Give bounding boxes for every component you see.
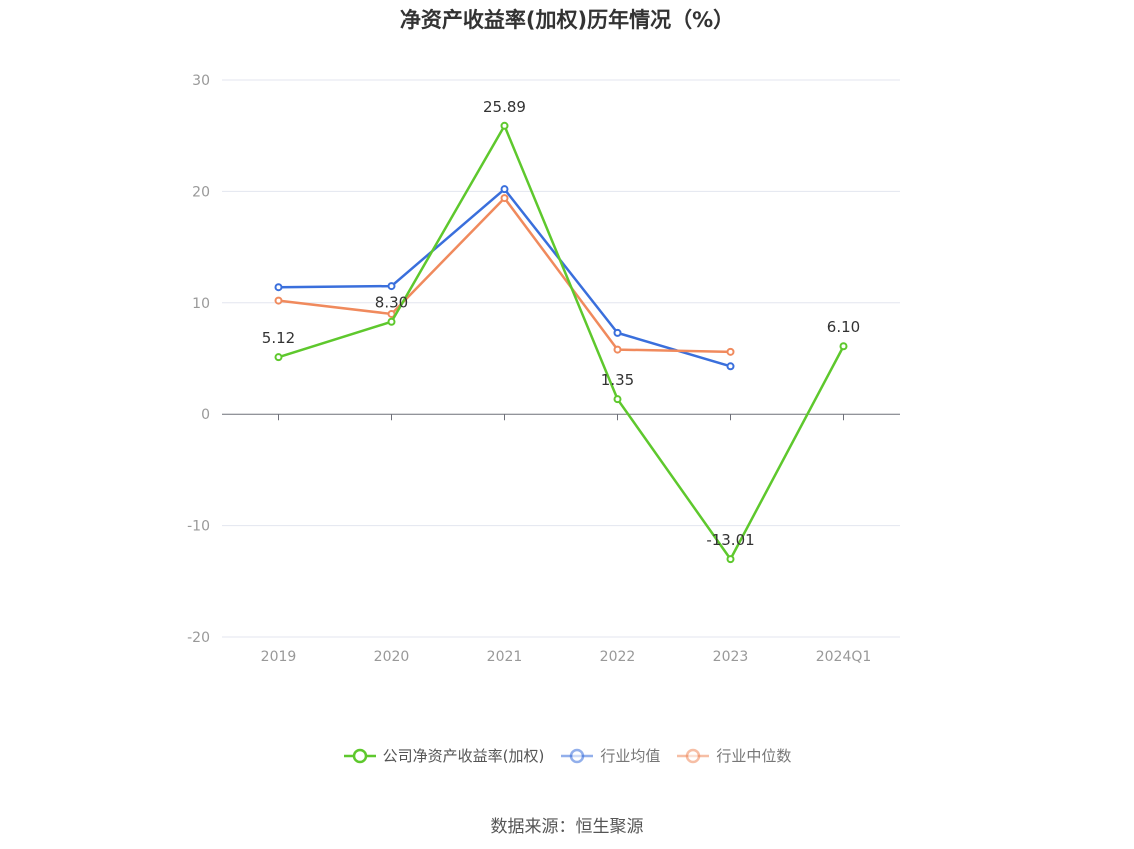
y-tick-label: 10 [192, 296, 210, 312]
data-point[interactable] [500, 121, 509, 130]
legend: 公司净资产收益率(加权) 行业均值 行业中位数 [0, 745, 1134, 766]
legend-swatch [343, 748, 376, 763]
legend-label: 公司净资产收益率(加权) [382, 747, 545, 765]
data-point[interactable] [274, 353, 283, 362]
data-label: 1.35 [601, 371, 634, 389]
legend-item[interactable]: 行业均值 [560, 745, 660, 766]
data-point[interactable] [387, 282, 396, 291]
series-lines [274, 121, 848, 564]
series-line [278, 187, 731, 368]
y-tick-label: -20 [187, 630, 210, 646]
data-point[interactable] [726, 555, 735, 564]
x-tick-label: 2022 [600, 649, 636, 665]
data-point[interactable] [839, 342, 848, 351]
x-tick-label: 2020 [374, 649, 410, 665]
x-axis: 2019 2020 2021 2022 2023 2024Q1 [222, 413, 900, 665]
legend-item[interactable]: 行业中位数 [676, 745, 791, 766]
data-label: 6.10 [827, 318, 860, 336]
x-tick-label: 2021 [487, 649, 523, 665]
legend-item[interactable]: 公司净资产收益率(加权) [343, 745, 545, 766]
data-point[interactable] [274, 283, 283, 292]
y-tick-label: 20 [192, 184, 210, 200]
y-tick-label: 0 [201, 407, 210, 423]
data-point[interactable] [387, 317, 396, 326]
data-point[interactable] [726, 362, 735, 371]
data-labels: 5.12 8.30 25.89 1.35 -13.01 6.10 [262, 98, 860, 549]
y-tick-label: -10 [187, 519, 210, 535]
data-label: 8.30 [375, 294, 408, 312]
legend-label: 行业均值 [600, 747, 661, 765]
data-point[interactable] [613, 395, 622, 404]
data-source: 数据来源：恒生聚源 [490, 817, 644, 837]
data-label: 25.89 [483, 98, 526, 116]
legend-label: 行业中位数 [716, 747, 792, 765]
data-point[interactable] [500, 194, 509, 203]
x-tick-label: 2024Q1 [816, 649, 872, 665]
data-point[interactable] [726, 347, 735, 356]
legend-swatch [677, 748, 710, 763]
series-line [278, 196, 731, 354]
chart-title: 净资产收益率(加权)历年情况（%） [399, 8, 735, 32]
x-tick-label: 2019 [261, 649, 297, 665]
data-point[interactable] [387, 309, 396, 318]
data-label: -13.01 [706, 531, 754, 549]
series-line [278, 124, 845, 561]
grid-lines [222, 79, 900, 638]
legend-swatch [561, 748, 594, 763]
x-tick-label: 2023 [713, 649, 749, 665]
y-axis-ticks: 30 20 10 0 -10 -20 [187, 73, 210, 646]
data-label: 5.12 [262, 329, 295, 347]
y-tick-label: 30 [192, 73, 210, 89]
data-point[interactable] [613, 328, 622, 337]
data-point[interactable] [274, 296, 283, 305]
data-point[interactable] [500, 185, 509, 194]
data-point[interactable] [613, 345, 622, 354]
